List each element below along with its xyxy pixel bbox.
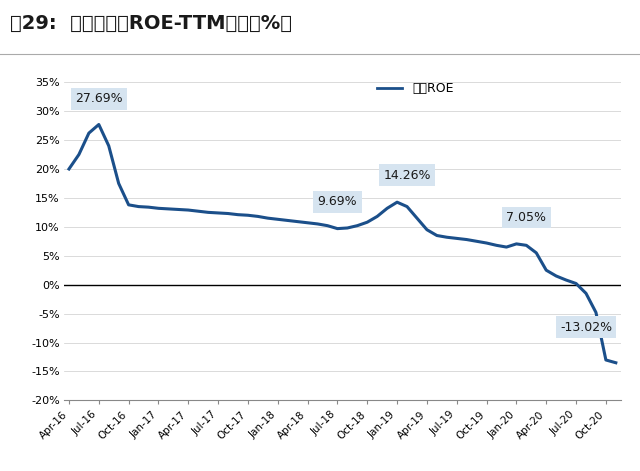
Text: -13.02%: -13.02% (560, 321, 612, 334)
Legend: 院线ROE: 院线ROE (372, 77, 459, 100)
Text: 图29:  院线板块的ROE-TTM走势（%）: 图29: 院线板块的ROE-TTM走势（%） (10, 14, 292, 33)
Text: 14.26%: 14.26% (383, 169, 431, 182)
Text: 7.05%: 7.05% (506, 211, 547, 224)
Text: 27.69%: 27.69% (75, 92, 123, 106)
Text: 9.69%: 9.69% (317, 195, 357, 208)
